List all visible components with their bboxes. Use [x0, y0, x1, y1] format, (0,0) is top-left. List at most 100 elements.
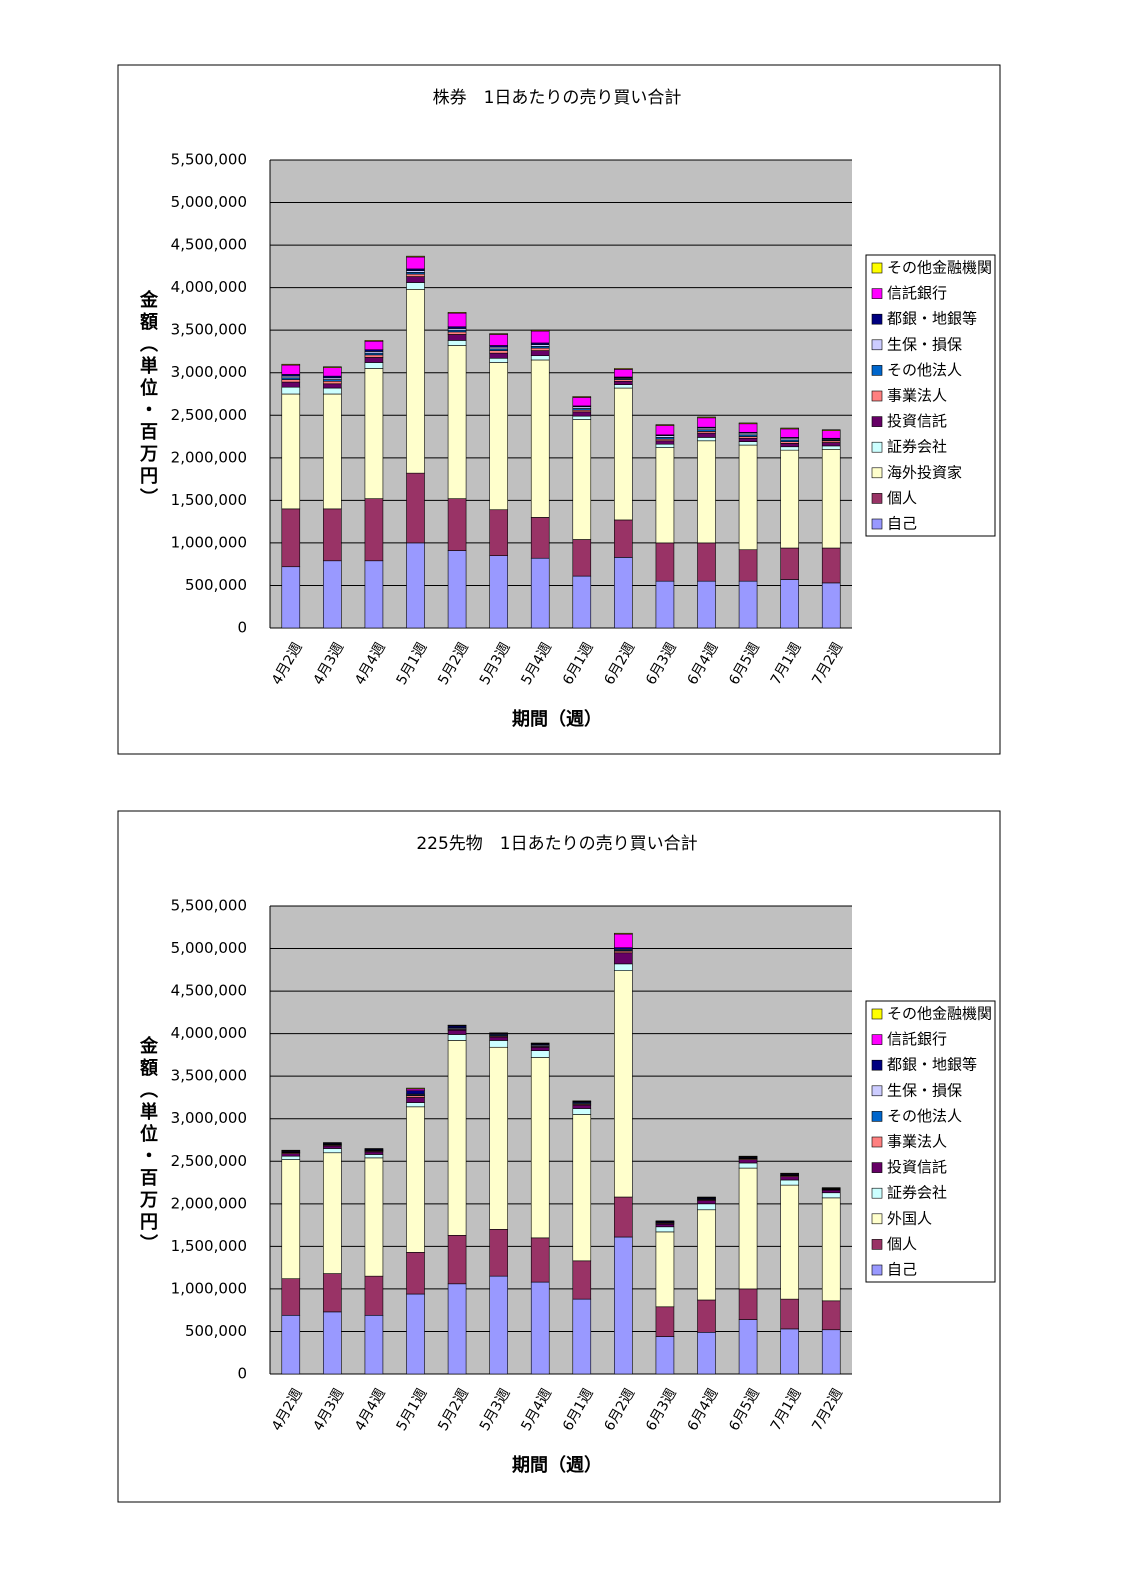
bar-segment — [697, 542, 716, 582]
y-tick-label: 500,000 — [185, 1322, 247, 1340]
legend-label: 事業法人 — [887, 1133, 947, 1151]
bar-segment — [697, 1299, 716, 1333]
bar-segment — [655, 1231, 675, 1308]
bar-segment — [323, 393, 342, 510]
bar-segment — [655, 1223, 675, 1228]
legend-label: 投資信託 — [887, 1158, 947, 1176]
bar-segment — [738, 1319, 758, 1375]
bar-segment — [447, 1034, 467, 1041]
bar-segment — [530, 1237, 550, 1283]
legend-label: その他法人 — [887, 1107, 962, 1125]
y-tick-label: 1,000,000 — [171, 1279, 247, 1297]
bar-segment — [821, 1300, 841, 1331]
bar-segment — [614, 952, 633, 965]
legend-swatch — [871, 1213, 883, 1225]
legend-swatch — [871, 365, 883, 376]
bar-segment — [780, 547, 799, 580]
bar-segment — [572, 419, 592, 540]
bar-segment — [489, 334, 508, 346]
bar-segment — [406, 1106, 425, 1253]
bar-segment — [364, 498, 384, 562]
bar-segment — [281, 363, 301, 366]
bar-segment — [447, 498, 467, 551]
bar-segment — [447, 1235, 467, 1285]
bar-segment — [780, 449, 799, 549]
bar-segment — [572, 397, 592, 407]
bar-segment — [281, 1159, 301, 1279]
legend-swatch — [871, 1239, 883, 1250]
bar-segment — [323, 1148, 342, 1154]
bar-segment — [655, 1336, 675, 1375]
legend-label: 生保・損保 — [887, 335, 962, 353]
bar-segment — [364, 340, 384, 351]
bar-segment — [821, 445, 841, 450]
bar-segment — [697, 1209, 716, 1301]
bar-segment — [447, 312, 467, 328]
bar-segment — [572, 539, 592, 577]
bar-segment — [614, 963, 633, 971]
bar-segment — [323, 367, 342, 377]
bar-segment — [406, 1102, 425, 1108]
y-tick-label: 2,500,000 — [171, 406, 247, 424]
y-tick-label: 2,500,000 — [171, 1152, 247, 1170]
legend-box — [865, 1000, 996, 1283]
bar-segment — [281, 508, 301, 568]
legend-label: 都銀・地銀等 — [887, 1056, 977, 1074]
legend-swatch — [871, 1034, 883, 1045]
y-tick-label: 0 — [237, 1365, 247, 1383]
bar-segment — [530, 1057, 550, 1239]
bar-segment — [738, 423, 758, 433]
bar-segment — [489, 509, 508, 556]
bar-segment — [780, 446, 799, 451]
x-axis-label: 期間（週） — [512, 709, 602, 730]
legend-swatch — [871, 313, 883, 325]
y-axis-label: 金額（単位・百万円） — [137, 1035, 159, 1256]
bar-segment — [364, 362, 384, 369]
bar-segment — [572, 1298, 592, 1375]
legend-swatch — [871, 1085, 883, 1097]
bar-segment — [780, 1179, 799, 1186]
bar-segment — [821, 1197, 841, 1302]
legend-label: その他金融機関 — [887, 1005, 992, 1023]
bar-segment — [738, 422, 758, 425]
bar-segment — [447, 1029, 467, 1035]
bar-segment — [447, 331, 467, 335]
bar-segment — [572, 1260, 592, 1300]
bar-segment — [530, 329, 550, 332]
bar-segment — [489, 357, 508, 363]
y-tick-label: 2,000,000 — [171, 1194, 247, 1212]
bar-segment — [530, 517, 550, 559]
bar-segment — [572, 411, 592, 417]
bar-segment — [489, 1036, 508, 1041]
legend-swatch — [871, 518, 883, 530]
bar-segment — [489, 352, 508, 359]
bar-segment — [364, 560, 384, 629]
bar-segment — [738, 1167, 758, 1290]
bar-segment — [530, 347, 550, 351]
legend-label: 証券会社 — [887, 1184, 947, 1202]
bar-segment — [364, 1275, 384, 1316]
bar-segment — [364, 1157, 384, 1277]
legend-label: 自己 — [887, 1261, 917, 1279]
bar-segment — [323, 508, 342, 562]
bar-segment — [364, 1154, 384, 1159]
bar-segment — [406, 542, 425, 629]
bar-segment — [281, 1278, 301, 1316]
legend-label: 海外投資家 — [887, 463, 962, 481]
bar-segment — [406, 472, 425, 544]
y-tick-label: 3,500,000 — [171, 1067, 247, 1085]
bar-segment — [821, 1189, 841, 1194]
bar-segment — [323, 380, 342, 385]
bar-segment — [406, 1087, 425, 1090]
bar-segment — [780, 1176, 799, 1181]
legend-swatch — [871, 467, 883, 479]
bar-segment — [572, 1104, 592, 1109]
bar-segment — [821, 1192, 841, 1199]
bar-segment — [364, 368, 384, 499]
bar-segment — [655, 542, 675, 582]
legend-swatch — [871, 416, 883, 427]
legend-swatch — [871, 1264, 883, 1276]
bar-segment — [281, 381, 301, 388]
bar-segment — [614, 1236, 633, 1375]
bar-segment — [655, 1226, 675, 1233]
